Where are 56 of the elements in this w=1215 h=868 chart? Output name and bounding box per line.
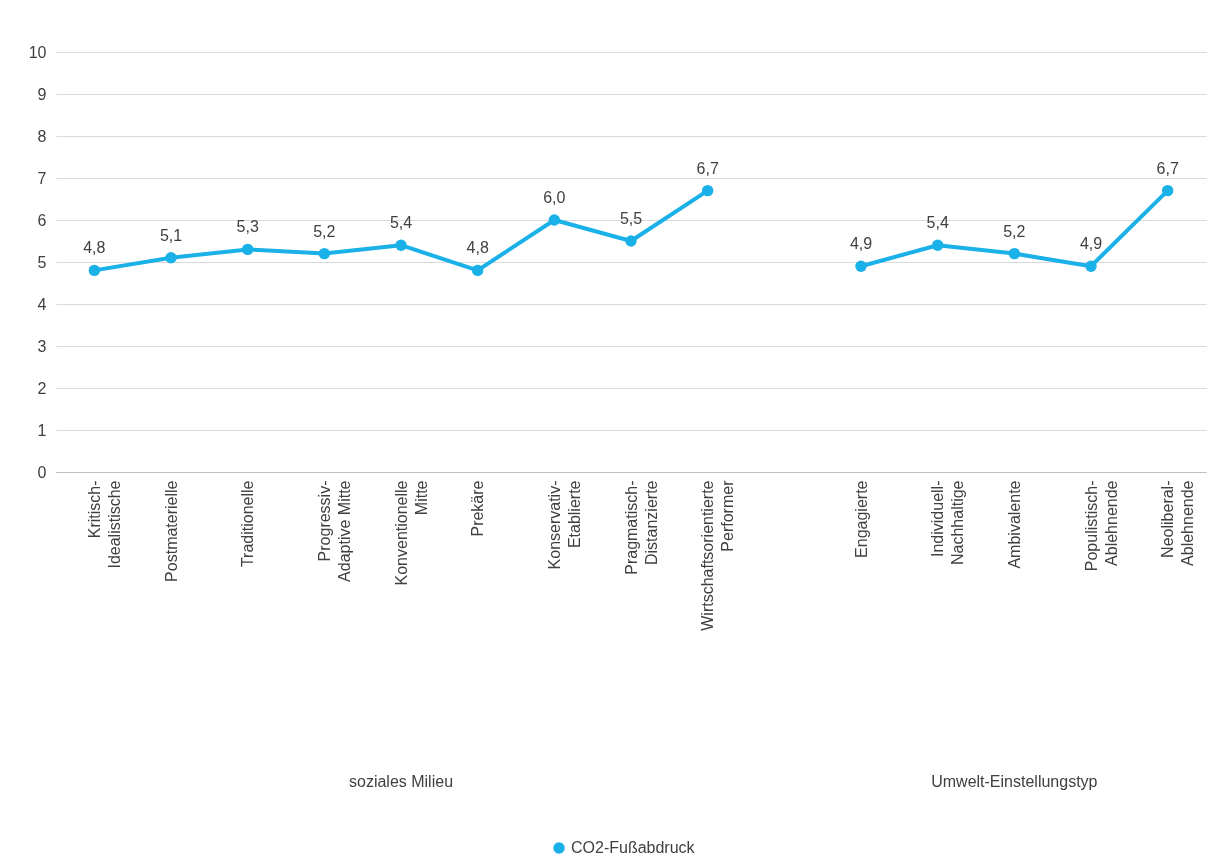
x-tick-label: Postmaterielle	[162, 480, 180, 582]
y-tick-label: 2	[37, 379, 47, 397]
data-label: 6,7	[696, 159, 719, 177]
data-label: 4,9	[849, 235, 873, 253]
x-tick-label: Wirtschaftsorientierte Performer	[699, 479, 737, 631]
x-tick-label: Progressiv-Adaptive Mitte	[315, 480, 353, 582]
point	[318, 247, 331, 260]
y-tick-label: 6	[37, 211, 47, 229]
y-tick-label: 4	[37, 295, 47, 313]
x-tick-label: Neoliberal-Ablehnende	[1159, 480, 1197, 566]
point	[1085, 260, 1097, 272]
x-tick-label: Pragmatisch-Distanzierte	[622, 480, 660, 575]
text: Umwelt-Einstellungstyp	[931, 773, 1098, 790]
x-tick-label: Traditionelle	[239, 480, 257, 568]
point	[471, 264, 484, 277]
data-label: 5,4	[926, 214, 949, 232]
data-label: 6,7	[1156, 159, 1179, 177]
data-label: 4,8	[83, 239, 106, 257]
point	[165, 252, 177, 264]
x-tick-label: Ambivalente	[1005, 480, 1023, 569]
y-tick-label: 3	[37, 337, 47, 355]
y-tick-label: 8	[37, 127, 47, 145]
x-tick-label: Individuell-Nachhaltige	[929, 480, 967, 565]
x-tick-label: Engagierte	[852, 480, 870, 558]
point	[241, 243, 254, 256]
data-label: 5,4	[389, 214, 413, 232]
data-label: 5,1	[159, 226, 183, 244]
legend-label: CO2-Fußabdruck	[571, 839, 696, 856]
data-label: 5,5	[619, 210, 643, 227]
point	[1161, 184, 1174, 197]
text: soziales Milieu	[348, 773, 454, 790]
point	[1008, 247, 1021, 260]
x-tick-label: Konservativ-Etablierte	[545, 480, 583, 570]
point	[855, 260, 867, 272]
data-label: 5,2	[313, 222, 336, 240]
data-label: 5,3	[236, 218, 259, 236]
data-label: 4,8	[466, 239, 489, 257]
x-tick-label: Prekäre	[469, 480, 487, 537]
x-tick-label: Konventionelle Mitte	[392, 480, 430, 586]
x-tick-label: Populistisch-Ablehnende	[1082, 480, 1120, 572]
data-label: 5,2	[1003, 222, 1026, 240]
point	[931, 239, 944, 251]
y-tick-label: 1	[37, 421, 47, 439]
data-label: 4,9	[1079, 235, 1103, 253]
point	[701, 184, 714, 197]
point	[88, 264, 101, 277]
point	[395, 239, 407, 251]
x-tick-label: Kritisch-Idealistische	[85, 480, 123, 569]
point	[625, 235, 637, 247]
y-tick-label: 7	[37, 169, 47, 187]
data-label: 6,0	[543, 189, 566, 206]
y-tick-label: 5	[37, 253, 47, 271]
y-tick-label: 10	[28, 43, 47, 61]
point	[548, 214, 561, 226]
y-tick-label: 0	[37, 463, 47, 481]
y-tick-label: 9	[37, 85, 47, 103]
